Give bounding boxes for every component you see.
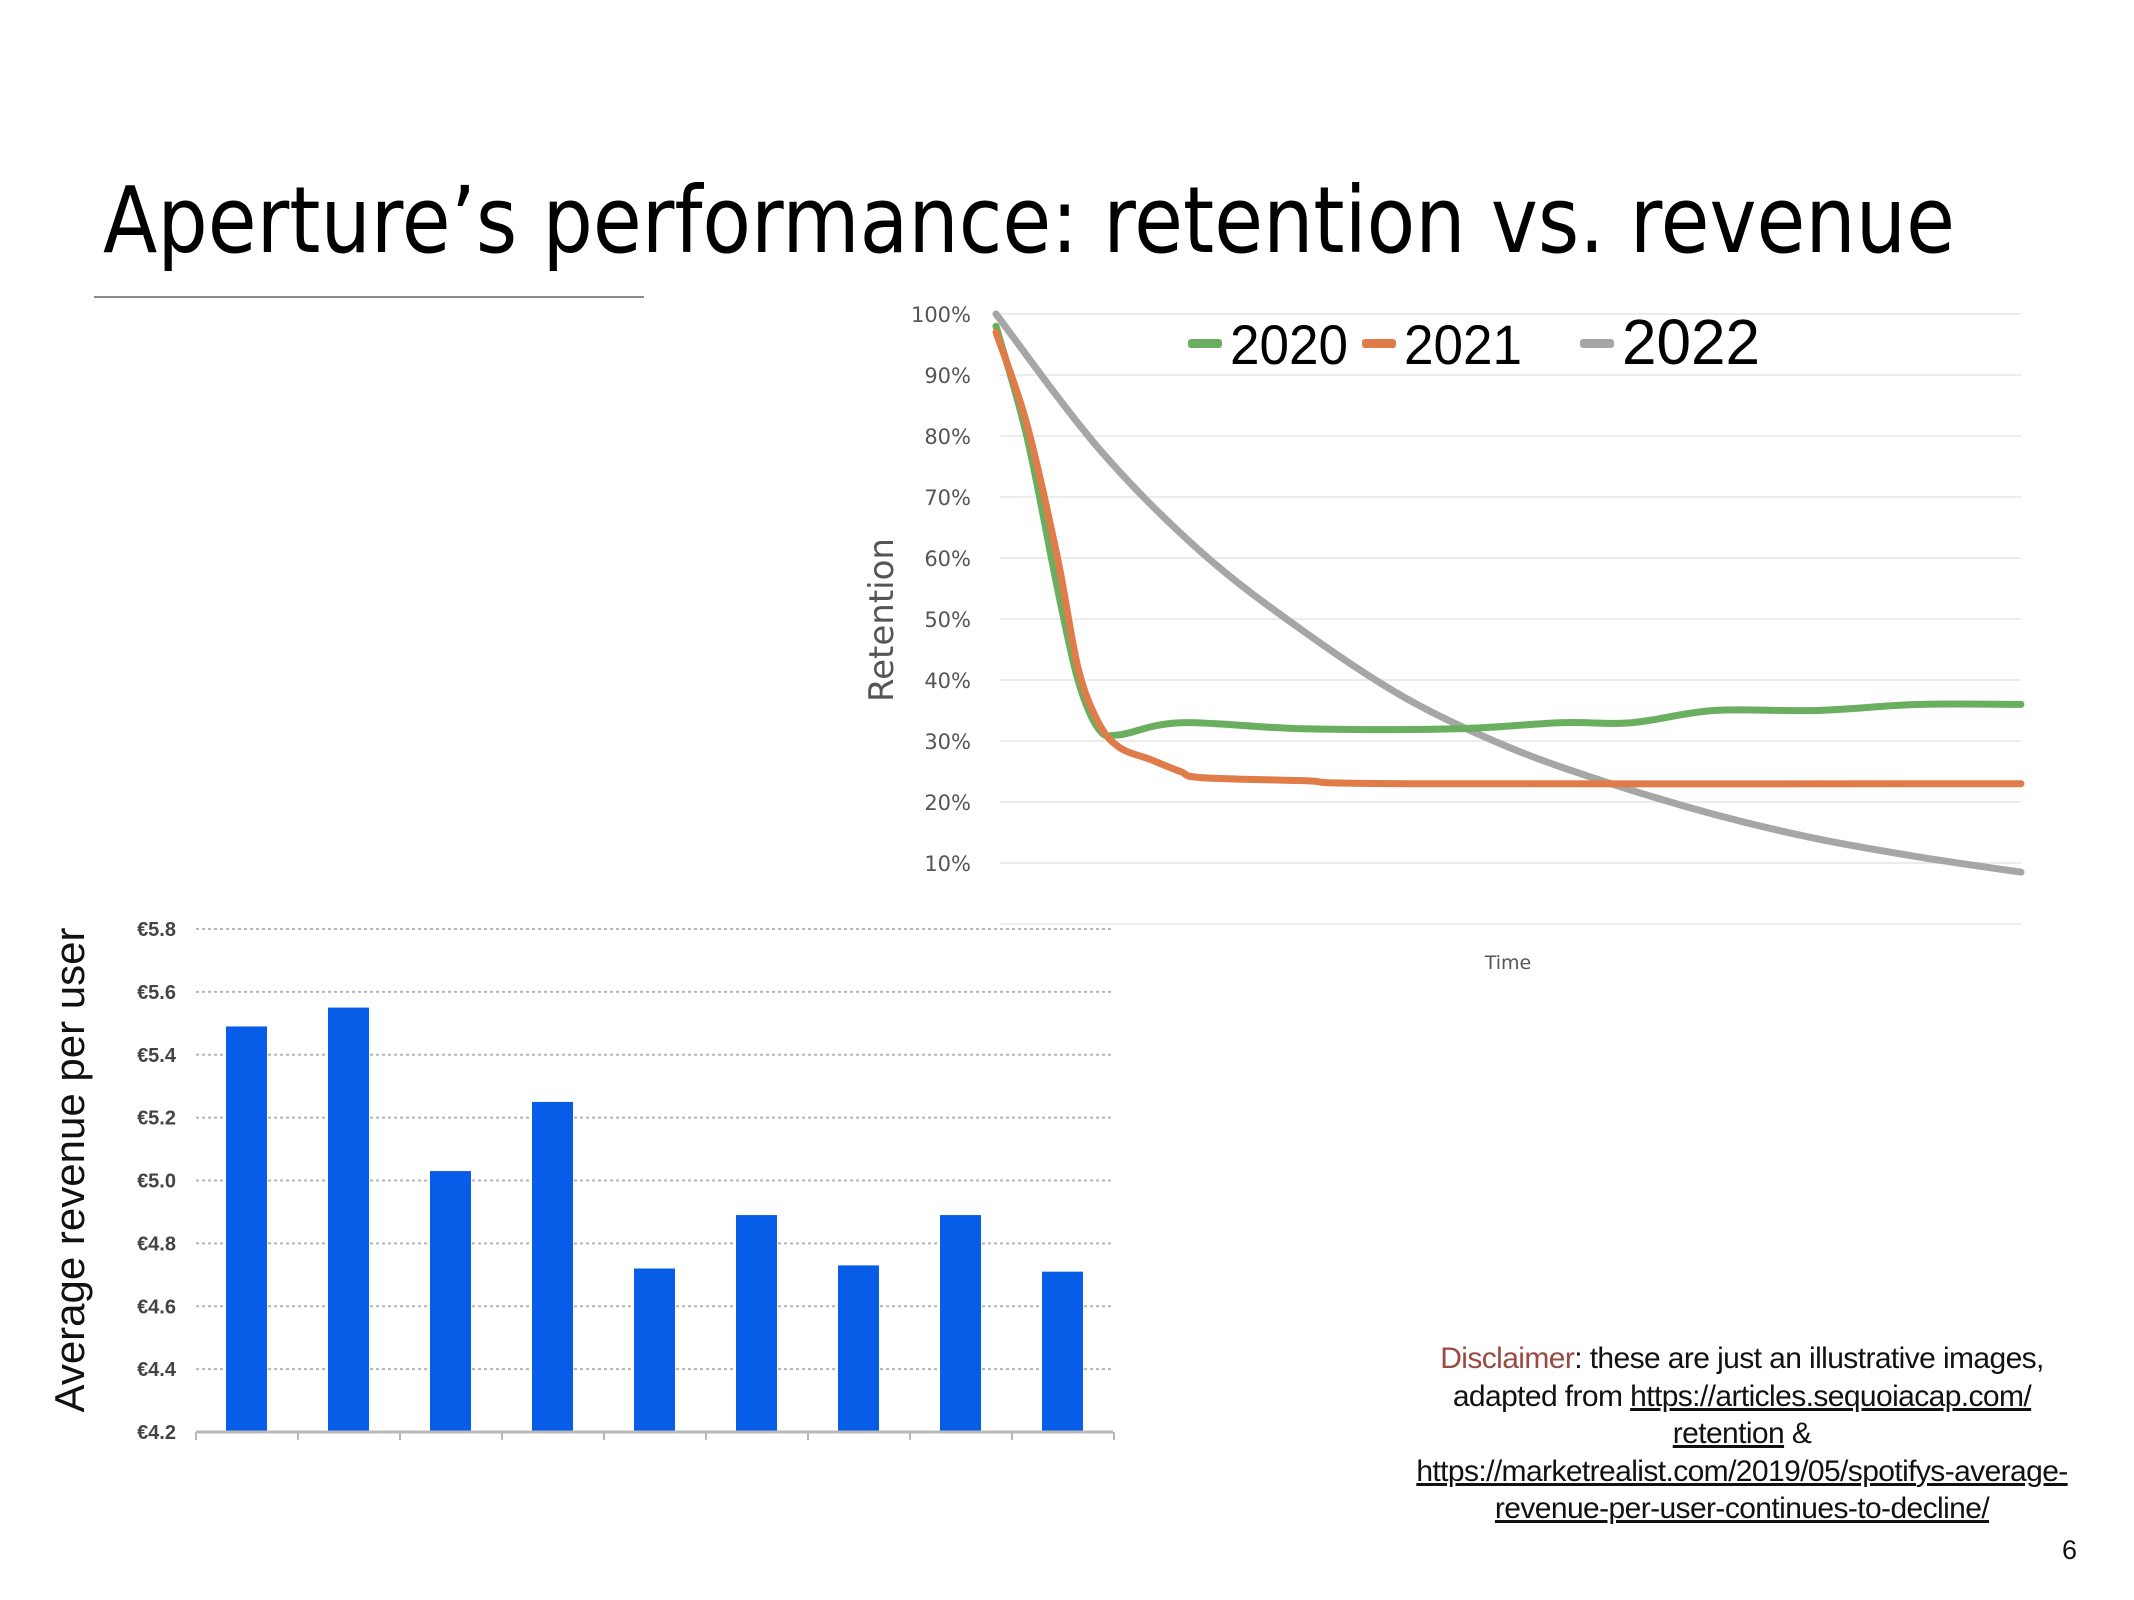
bar-y-tick-label: €4.4: [137, 1359, 177, 1381]
legend-swatch-2020: [1188, 339, 1222, 348]
disclaimer: Disclaimer: these are just an illustrati…: [1362, 1340, 2122, 1528]
line-y-tick-label: 70%: [924, 486, 971, 510]
line-chart-legend: 2020 2021 2022: [1188, 306, 1760, 378]
legend-swatch-2022: [1580, 339, 1614, 348]
line-y-tick-label: 10%: [924, 852, 971, 876]
line-y-tick-label: 60%: [924, 547, 971, 571]
line-y-axis-label: Retention: [862, 538, 902, 702]
legend-label-2020: 2020: [1230, 313, 1348, 376]
bar: [430, 1171, 471, 1432]
bar-y-tick-label: €4.6: [137, 1296, 176, 1318]
bar: [328, 1007, 369, 1432]
legend-swatch-2021: [1362, 339, 1396, 348]
bar: [838, 1265, 879, 1432]
bar-y-tick-label: €4.8: [137, 1233, 176, 1255]
series-line-2021: [992, 328, 2025, 788]
series-line-2022: [992, 310, 2025, 876]
slide-title: Aperture’s performance: retention vs. re…: [103, 167, 1955, 274]
sequoia-link[interactable]: https://articles.sequoiacap.com/: [1630, 1379, 2032, 1413]
bar-y-tick-label: €5.2: [137, 1108, 176, 1130]
line-y-tick-label: 80%: [924, 425, 971, 449]
page-number: 6: [2062, 1535, 2078, 1565]
bar-y-tick-label: €4.2: [137, 1422, 176, 1444]
bar: [226, 1026, 267, 1432]
bar: [940, 1215, 981, 1432]
line-y-tick-label: 100%: [911, 303, 971, 327]
disclaimer-ampersand: &: [1784, 1417, 1812, 1450]
series-line-2020: [992, 322, 2025, 740]
legend-label-2022: 2022: [1622, 306, 1760, 378]
line-y-tick-label: 30%: [924, 730, 971, 754]
retention-line-chart: 10% 20% 30% 40% 50% 60% 70% 80% 90% 100% Retentio…: [850, 300, 2040, 974]
legend-label-2021: 2021: [1404, 313, 1522, 376]
bar: [1042, 1271, 1083, 1432]
line-x-axis-label: Time: [1484, 952, 1532, 974]
marketrealist-link-continued[interactable]: revenue-per-user-continues-to-decline/: [1494, 1492, 1990, 1525]
bar-y-tick-label: €5.6: [137, 982, 176, 1004]
line-y-tick-label: 50%: [924, 608, 971, 632]
bar: [736, 1215, 777, 1432]
disclaimer-text: : these are just an illustrative images,: [1574, 1342, 2044, 1375]
sequoia-link-continued[interactable]: retention: [1672, 1417, 1785, 1450]
bar-y-tick-label: €5.4: [137, 1045, 177, 1067]
bar-y-tick-label: €5.0: [137, 1171, 176, 1193]
bar-y-axis-label: Average revenue per user: [46, 928, 93, 1413]
marketrealist-link[interactable]: https://marketrealist.com/2019/05/spotif…: [1416, 1454, 2068, 1488]
bar: [532, 1101, 573, 1432]
revenue-bar-chart: €4.2 €4.4 €4.6 €4.8 €5.0 €5.2 €5.4 €5.6 €5.8 Ave…: [46, 919, 1115, 1444]
bar-y-tick-label: €5.8: [137, 919, 176, 941]
line-y-tick-label: 90%: [924, 364, 971, 388]
line-chart-background-left: [850, 300, 1130, 900]
line-y-tick-label: 40%: [924, 669, 971, 693]
disclaimer-label: Disclaimer: [1440, 1342, 1575, 1375]
bar: [634, 1268, 675, 1432]
disclaimer-adapted-text: adapted from: [1452, 1379, 1631, 1413]
line-y-tick-label: 20%: [924, 791, 971, 815]
